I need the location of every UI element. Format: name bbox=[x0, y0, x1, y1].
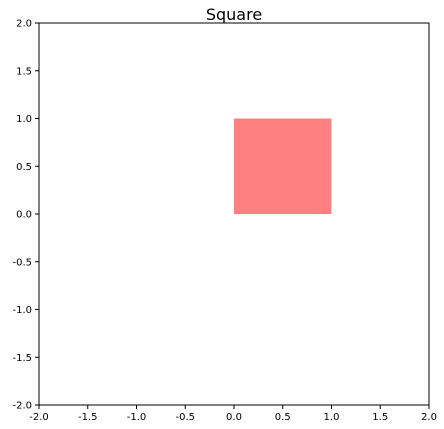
x-tick-label: 0.0 bbox=[226, 412, 242, 423]
y-tick-label: 1.5 bbox=[16, 66, 32, 77]
y-tick-label: 0.0 bbox=[16, 210, 32, 221]
y-tick-label: 1.0 bbox=[16, 114, 32, 125]
x-tick-label: 1.5 bbox=[372, 412, 388, 423]
x-tick-label: -1.0 bbox=[127, 412, 147, 423]
y-tick-label: -1.5 bbox=[12, 353, 32, 364]
y-tick-label: -2.0 bbox=[12, 401, 32, 412]
x-tick-label: 0.5 bbox=[275, 412, 291, 423]
x-tick-label: 1.0 bbox=[324, 412, 340, 423]
y-tick-label: -1.0 bbox=[12, 305, 32, 316]
y-tick-label: 0.5 bbox=[16, 162, 32, 173]
x-tick-label: -0.5 bbox=[175, 412, 195, 423]
x-tick-label: 2.0 bbox=[421, 412, 437, 423]
chart-title: Square bbox=[206, 5, 262, 24]
x-axis: -2.0 -1.5 -1.0 -0.5 0.0 0.5 1.0 1.5 2.0 bbox=[29, 405, 437, 423]
x-tick-label: -2.0 bbox=[29, 412, 49, 423]
y-tick-label: 2.0 bbox=[16, 19, 32, 30]
plot-area bbox=[234, 118, 332, 214]
square-shape bbox=[234, 118, 332, 214]
y-tick-label: -0.5 bbox=[12, 257, 32, 268]
x-tick-label: -1.5 bbox=[78, 412, 98, 423]
y-axis: 2.0 1.5 1.0 0.5 0.0 -0.5 -1.0 -1.5 -2.0 bbox=[12, 19, 39, 412]
